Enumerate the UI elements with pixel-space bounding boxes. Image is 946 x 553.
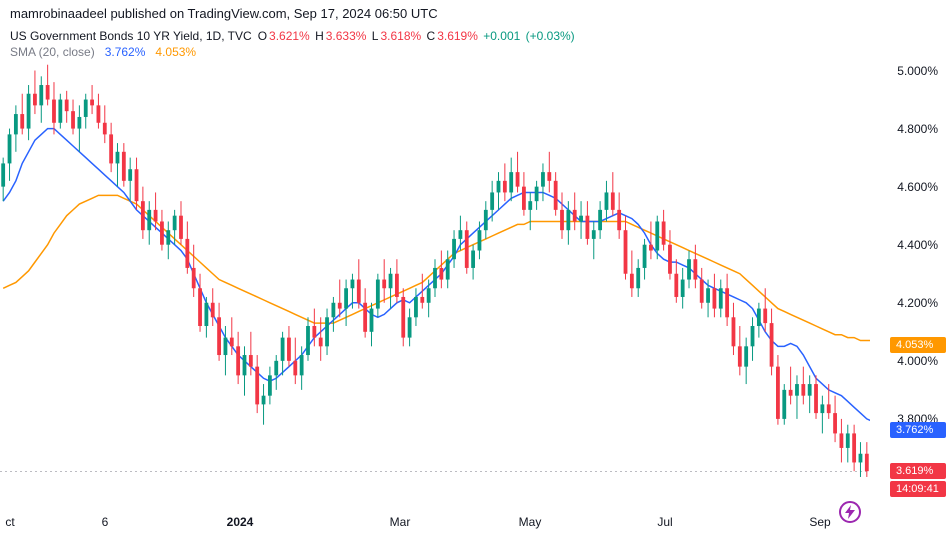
- x-tick: ct: [5, 515, 14, 529]
- y-tick: 5.000%: [897, 64, 938, 78]
- h-value: 3.633%: [326, 29, 367, 43]
- c-label: C: [427, 29, 436, 43]
- y-tick: 4.400%: [897, 238, 938, 252]
- price-tag: 3.762%: [890, 422, 946, 438]
- y-axis: 5.000%4.800%4.600%4.400%4.200%4.000%3.80…: [870, 56, 946, 506]
- o-value: 3.621%: [269, 29, 310, 43]
- c-value: 3.619%: [437, 29, 478, 43]
- symbol-title: US Government Bonds 10 YR Yield, 1D, TVC: [10, 29, 252, 43]
- price-tag: 4.053%: [890, 337, 946, 353]
- x-tick: Sep: [809, 515, 830, 529]
- x-tick: 2024: [227, 515, 254, 529]
- flash-icon[interactable]: [839, 501, 861, 523]
- price-tag: 3.619%: [890, 463, 946, 479]
- l-label: L: [372, 29, 379, 43]
- publish-header: mamrobinaadeel published on TradingView.…: [0, 0, 946, 27]
- price-tag: 14:09:41: [890, 481, 946, 497]
- x-tick: Jul: [657, 515, 672, 529]
- o-label: O: [258, 29, 267, 43]
- l-value: 3.618%: [380, 29, 421, 43]
- y-tick: 4.800%: [897, 122, 938, 136]
- change-pct: (+0.03%): [526, 29, 575, 43]
- change-value: +0.001: [483, 29, 520, 43]
- y-tick: 4.600%: [897, 180, 938, 194]
- y-tick: 4.000%: [897, 354, 938, 368]
- x-tick: Mar: [390, 515, 411, 529]
- x-axis: ct 6 2024 Mar May Jul Sep: [0, 515, 870, 535]
- x-tick: May: [519, 515, 542, 529]
- symbol-info: US Government Bonds 10 YR Yield, 1D, TVC…: [0, 27, 946, 45]
- h-label: H: [315, 29, 324, 43]
- x-tick: 6: [102, 515, 109, 529]
- chart-canvas[interactable]: [0, 56, 870, 506]
- y-tick: 4.200%: [897, 296, 938, 310]
